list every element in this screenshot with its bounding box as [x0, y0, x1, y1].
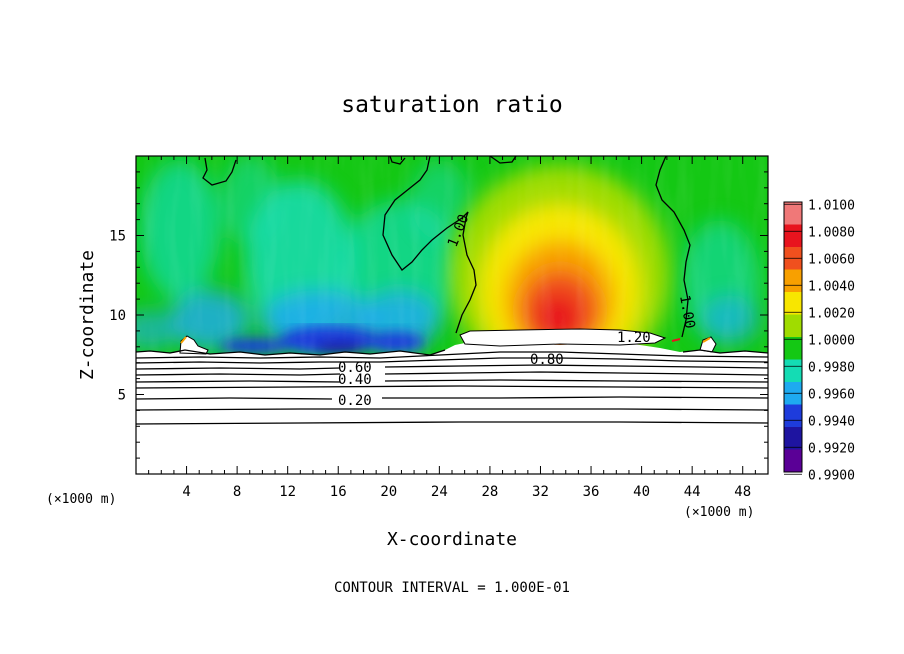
y-tick-label: 15 — [109, 229, 126, 245]
field-streak-texture — [136, 156, 768, 356]
x-unit-label-left: (×1000 m) — [46, 492, 116, 507]
chart-title: saturation ratio — [341, 92, 563, 118]
colorbar-tick-label: 1.0080 — [808, 225, 855, 240]
x-tick-label: 20 — [380, 484, 397, 500]
colorbar-swatch — [784, 292, 802, 315]
colorbar-swatch — [784, 314, 802, 338]
contour-label: 0.80 — [530, 352, 564, 368]
x-tick-label: 4 — [182, 484, 190, 500]
x-axis: 4 8 12 16 20 24 28 32 36 40 44 48 — [148, 156, 756, 500]
colorbar-swatch — [784, 202, 802, 225]
colorbar-tick-label: 0.9960 — [808, 387, 855, 402]
x-tick-label: 24 — [431, 484, 448, 500]
colorbar-tick-label: 0.9920 — [808, 441, 855, 456]
x-tick-label: 40 — [633, 484, 650, 500]
colorbar-tick-label: 1.0060 — [808, 252, 855, 267]
x-tick-label: 36 — [583, 484, 600, 500]
cloud-blob — [459, 328, 667, 347]
colorbar-tick-label: 0.9900 — [808, 468, 855, 483]
colorbar: 1.0100 1.0080 1.0060 1.0040 1.0020 1.0000 0.99… — [783, 198, 855, 483]
y-tick-label: 5 — [118, 388, 126, 404]
colorbar-swatch — [784, 449, 802, 473]
colorbar-swatch — [784, 224, 802, 248]
y-axis: 5 10 15 — [109, 171, 768, 459]
colorbar-swatch — [784, 404, 802, 428]
colorbar-tick-label: 0.9940 — [808, 414, 855, 429]
x-tick-label: 28 — [481, 484, 498, 500]
x-unit-label-right: (×1000 m) — [684, 505, 754, 520]
colorbar-tick-label: 0.9980 — [808, 360, 855, 375]
y-axis-title: Z-coordinate — [77, 250, 98, 380]
x-tick-label: 16 — [330, 484, 347, 500]
colorbar-swatch — [784, 359, 802, 383]
x-tick-label: 44 — [684, 484, 701, 500]
contour-label: 1.00 — [676, 294, 698, 330]
colorbar-tick-label: 1.0000 — [808, 333, 855, 348]
contour-label: 0.40 — [338, 372, 372, 388]
x-tick-label: 8 — [233, 484, 241, 500]
x-tick-label: 48 — [734, 484, 751, 500]
contour-label: 0.60 — [338, 360, 372, 376]
colorbar-tick-label: 1.0040 — [808, 279, 855, 294]
y-tick-label: 10 — [109, 308, 126, 324]
colorbar-swatch — [784, 269, 802, 293]
x-tick-label: 12 — [279, 484, 296, 500]
x-tick-label: 32 — [532, 484, 549, 500]
x-axis-title: X-coordinate — [387, 529, 517, 550]
colorbar-swatch — [784, 337, 802, 360]
lower-layer — [136, 342, 768, 474]
colorbar-tick-label: 1.0100 — [808, 198, 855, 213]
contour-label: 1.20 — [617, 330, 651, 346]
contour-label: 0.20 — [338, 393, 372, 409]
colorbar-frame — [783, 201, 803, 473]
colorbar-tick-label: 1.0020 — [808, 306, 855, 321]
contour-lines — [136, 156, 768, 425]
colorbar-swatch — [784, 427, 802, 450]
plot-area — [136, 156, 768, 474]
contour-interval-note: CONTOUR INTERVAL = 1.000E-01 — [334, 580, 570, 596]
